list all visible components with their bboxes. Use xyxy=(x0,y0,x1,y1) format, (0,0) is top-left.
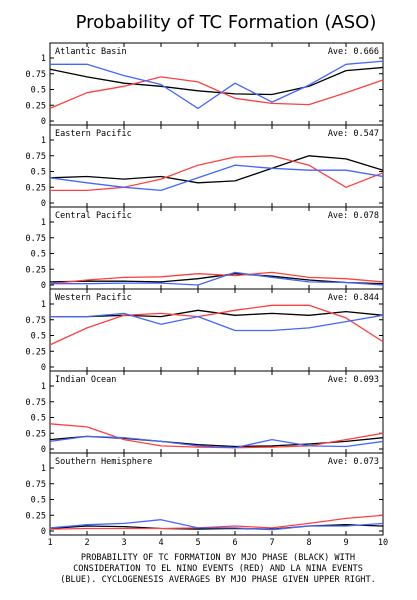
x-tick-label: 6 xyxy=(232,538,237,548)
series-line-1 xyxy=(49,76,384,109)
y-tick-label: 0 xyxy=(41,199,46,209)
y-tick-label: 0.25 xyxy=(26,429,46,439)
caption-line-1: PROBABILITY OF TC FORMATION BY MJO PHASE… xyxy=(81,553,355,563)
y-tick-label: 0.25 xyxy=(26,183,46,193)
y-tick-label: 0.75 xyxy=(26,70,46,80)
x-tick-label: 10 xyxy=(378,538,388,548)
y-tick-label: 0.5 xyxy=(31,168,46,178)
panel-2: 0 0.25 0.5 0.75 1 Central Pacific Ave: 0.078 xyxy=(26,206,384,291)
y-tick-label: 0.75 xyxy=(26,398,46,408)
y-tick-label: 1 xyxy=(41,54,46,64)
panel-4: 0 0.25 0.5 0.75 1 Indian Ocean Ave: 0.093 xyxy=(26,370,384,455)
y-tick-label: 0.5 xyxy=(31,86,46,96)
series-line-1 xyxy=(50,155,384,192)
series-line-2 xyxy=(49,519,384,531)
caption-line-3: (BLUE). CYCLOGENESIS AVERAGES BY MJO PHA… xyxy=(60,575,376,585)
figure-title: Probability of TC Formation (ASO) xyxy=(76,12,377,33)
series-line-2 xyxy=(50,60,384,110)
y-tick-label: 0.25 xyxy=(26,511,46,521)
x-tick-label: 3 xyxy=(121,538,126,548)
y-tick-label: 1 xyxy=(41,464,46,474)
y-tick-label: 1 xyxy=(41,300,46,310)
series-line-1 xyxy=(49,423,384,449)
y-tick-label: 0.5 xyxy=(31,496,46,506)
y-tick-label: 1 xyxy=(41,382,46,392)
panel-average: Ave: 0.844 xyxy=(328,293,379,303)
panel-title: Western Pacific xyxy=(55,293,132,303)
x-tick-label: 5 xyxy=(195,538,200,548)
series-line-0 xyxy=(49,66,384,96)
series-line-0 xyxy=(49,273,384,285)
panel-average: Ave: 0.666 xyxy=(328,47,379,57)
panel-average: Ave: 0.093 xyxy=(328,375,379,385)
series-line-2 xyxy=(50,271,384,286)
caption-line-2: CONSIDERATION TO EL NINO EVENTS (RED) AN… xyxy=(73,564,363,574)
y-tick-label: 0 xyxy=(41,117,46,127)
panel-title: Southern Hemisphere xyxy=(55,457,152,467)
series-line-1 xyxy=(49,514,384,530)
panel-frame xyxy=(49,452,384,536)
y-tick-label: 0 xyxy=(41,281,46,291)
x-tick-label: 1 xyxy=(47,538,52,548)
y-tick-label: 0.75 xyxy=(26,480,46,490)
x-tick-label: 8 xyxy=(306,538,311,548)
panel-5: 0 0.25 0.5 0.75 1 Southern Hemisphere Ave: 0.0… xyxy=(26,452,384,537)
y-tick-label: 0 xyxy=(41,445,46,455)
x-tick-label: 9 xyxy=(343,538,348,548)
series-line-2 xyxy=(49,435,384,449)
y-tick-label: 1 xyxy=(41,218,46,228)
panel-title: Eastern Pacific xyxy=(55,129,132,139)
y-tick-label: 0.5 xyxy=(31,414,46,424)
y-tick-label: 0.25 xyxy=(26,347,46,357)
x-axis-tick-labels: 1 2 3 4 5 6 7 8 9 10 xyxy=(47,538,388,548)
panel-title: Central Pacific xyxy=(55,211,132,221)
panel-title: Indian Ocean xyxy=(55,375,116,385)
y-tick-label: 0.5 xyxy=(31,332,46,342)
y-tick-label: 1 xyxy=(41,136,46,146)
y-tick-label: 0.25 xyxy=(26,101,46,111)
y-tick-label: 0 xyxy=(41,527,46,537)
panel-title: Atlantic Basin xyxy=(55,47,127,57)
series-line-0 xyxy=(49,155,384,184)
x-tick-label: 2 xyxy=(84,538,89,548)
series-line-1 xyxy=(49,304,384,346)
x-tick-label: 7 xyxy=(269,538,274,548)
panel-1: 0 0.25 0.5 0.75 1 Eastern Pacific Ave: 0.547 xyxy=(26,124,384,209)
x-tick-label: 4 xyxy=(158,538,163,548)
y-tick-label: 0.75 xyxy=(26,316,46,326)
panel-average: Ave: 0.547 xyxy=(328,129,379,139)
series-line-2 xyxy=(49,164,384,192)
series-line-2 xyxy=(50,312,384,332)
y-tick-label: 0.75 xyxy=(26,234,46,244)
y-tick-label: 0.75 xyxy=(26,152,46,162)
series-line-1 xyxy=(49,271,384,285)
panel-average: Ave: 0.073 xyxy=(328,457,379,467)
y-tick-label: 0 xyxy=(41,363,46,373)
chart-panels: 0 0.25 0.5 0.75 1 Atlantic Basin Ave: 0.666 0 0.… xyxy=(26,42,384,537)
y-tick-label: 0.25 xyxy=(26,265,46,275)
y-tick-label: 0.5 xyxy=(31,250,46,260)
panel-average: Ave: 0.078 xyxy=(328,211,379,221)
panel-3: 0 0.25 0.5 0.75 1 Western Pacific Ave: 0.844 xyxy=(26,288,384,373)
panel-0: 0 0.25 0.5 0.75 1 Atlantic Basin Ave: 0.666 xyxy=(26,42,384,127)
